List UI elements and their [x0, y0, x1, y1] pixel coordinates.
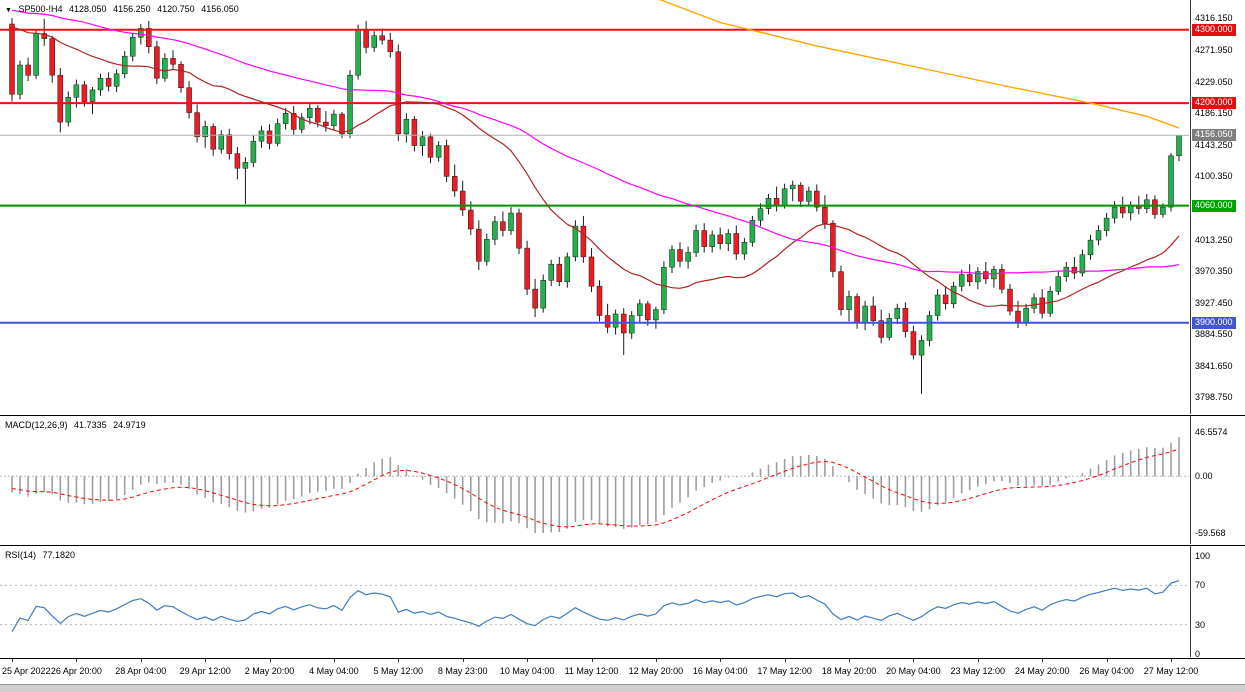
time-axis-tick	[977, 659, 979, 662]
time-axis-label: 23 May 12:00	[950, 666, 1006, 676]
time-axis-tick	[76, 659, 78, 662]
time-axis-label: 25 Apr 2022	[2, 666, 51, 676]
axis-tick-label: 30	[1195, 619, 1206, 630]
time-axis-label: 16 May 04:00	[692, 666, 748, 676]
axis-tick-label: 4100.350	[1195, 171, 1233, 182]
axis-tick-label: 4143.250	[1195, 139, 1233, 150]
macd-panel: 46.5574 0.00 -59.568 MACD(12,26,9) 41.7335…	[0, 416, 1245, 546]
time-axis-label: 2 May 20:00	[244, 666, 295, 676]
time-axis-label: 29 Apr 12:00	[179, 666, 231, 676]
ma-slow-line	[11, 9, 1180, 275]
window-bottom-strip	[0, 684, 1245, 692]
macd-canvas[interactable]	[0, 416, 1189, 545]
symbol-timeframe-label: SP500-!H4	[18, 4, 63, 14]
chart-readout: ▼ SP500-!H4 4128.050 4156.250 4120.750 4…	[5, 4, 243, 14]
ma-fast-line	[11, 26, 1180, 307]
time-axis-label: 26 May 04:00	[1079, 666, 1134, 676]
time-axis-label: 5 May 12:00	[373, 666, 424, 676]
readout-close: 4156.050	[201, 4, 239, 14]
time-axis-tick	[849, 659, 850, 662]
price-panel: 4316.150 4300.000 4271.950 4229.050 4200.000…	[0, 0, 1245, 416]
time-axis[interactable]: 25 Apr 2022 26 Apr 20:00 28 Apr 04:00 29 Ap…	[0, 659, 1245, 684]
time-axis-label: 28 Apr 04:00	[115, 666, 167, 676]
time-axis-label: 17 May 12:00	[757, 666, 812, 676]
time-axis-tick	[333, 659, 335, 662]
axis-tick-label: 70	[1195, 580, 1206, 591]
price-level-badge: 4060.000	[1192, 199, 1236, 212]
macd-histogram	[11, 437, 1180, 533]
macd-axis[interactable]: 46.5574 0.00 -59.568	[1190, 416, 1245, 544]
time-axis-label: 27 May 12:00	[1143, 666, 1199, 676]
time-axis-label: 24 May 20:00	[1014, 666, 1070, 676]
time-axis-tick	[205, 659, 207, 662]
time-axis-tick	[462, 659, 464, 662]
time-axis-tick	[140, 659, 142, 662]
axis-tick-label: 3970.350	[1195, 266, 1233, 277]
axis-tick-label: 3884.550	[1195, 329, 1233, 340]
time-axis-label: 18 May 20:00	[821, 666, 877, 676]
time-axis-label: 12 May 20:00	[628, 666, 684, 676]
macd-readout: MACD(12,26,9) 41.7335 24.9719	[5, 420, 150, 430]
readout-open: 4128.050	[69, 4, 107, 14]
time-axis-tick	[720, 659, 722, 662]
time-axis-label: 8 May 23:00	[437, 666, 488, 676]
time-axis-tick	[655, 659, 657, 662]
time-axis-tick	[527, 659, 529, 662]
price-level-badge: 4156.050	[1192, 129, 1236, 142]
rsi-value: 77.1820	[42, 550, 76, 560]
readout-high: 4156.250	[113, 4, 151, 14]
macd-value: 41.7335	[74, 420, 107, 430]
chart-collapse-icon[interactable]: ▼	[5, 7, 12, 14]
axis-tick-label: -59.568	[1195, 528, 1226, 538]
time-axis-tick	[1106, 659, 1108, 662]
price-chart-canvas[interactable]	[0, 0, 1189, 415]
axis-tick-label: 46.5574	[1195, 427, 1228, 437]
rsi-readout: RSI(14) 77.1820	[5, 550, 79, 560]
axis-tick-label: 3927.450	[1195, 297, 1233, 308]
rsi-line	[11, 580, 1180, 633]
rsi-canvas[interactable]	[0, 546, 1189, 658]
macd-signal-line	[11, 448, 1180, 528]
time-axis-tick	[591, 659, 593, 662]
time-axis-tick	[1171, 659, 1172, 662]
time-axis-tick	[12, 659, 13, 662]
axis-tick-label: 3798.750	[1195, 392, 1233, 402]
time-axis-tick	[269, 659, 271, 662]
axis-tick-label: 3841.650	[1195, 360, 1233, 371]
time-axis-label: 4 May 04:00	[309, 666, 359, 676]
readout-low: 4120.750	[157, 4, 195, 14]
ma-long-line	[658, 0, 1180, 129]
time-axis-label: 10 May 04:00	[499, 666, 555, 676]
rsi-axis[interactable]: 100 70 30 0	[1190, 546, 1245, 659]
time-axis-label: 20 May 04:00	[886, 666, 941, 676]
time-axis-tick	[398, 659, 400, 662]
price-level-badge: 4200.000	[1192, 97, 1236, 110]
time-axis-tick	[784, 659, 786, 662]
axis-tick-label: 0.00	[1195, 471, 1213, 482]
axis-tick-label: 4229.050	[1195, 76, 1233, 87]
axis-tick-label: 4271.950	[1195, 45, 1233, 56]
price-level-badge: 3900.000	[1192, 316, 1236, 329]
macd-signal-value: 24.9719	[113, 420, 146, 430]
time-axis-tick	[1042, 659, 1044, 662]
axis-tick-label: 0	[1195, 649, 1201, 659]
macd-indicator-name: MACD(12,26,9)	[5, 420, 68, 430]
price-axis[interactable]: 4316.150 4300.000 4271.950 4229.050 4200.000…	[1190, 0, 1245, 414]
axis-tick-label: 4013.250	[1195, 234, 1233, 245]
price-level-badge: 4300.000	[1192, 23, 1236, 36]
rsi-panel: 100 70 30 0 RSI(14) 77.1820	[0, 546, 1245, 659]
time-axis-tick	[913, 659, 915, 662]
axis-tick-label: 100	[1195, 551, 1211, 561]
axis-tick-label: 4186.150	[1195, 108, 1233, 119]
rsi-indicator-name: RSI(14)	[5, 550, 37, 560]
axis-tick-label: 4316.150	[1195, 13, 1233, 23]
time-axis-label: 26 Apr 20:00	[50, 666, 102, 676]
time-axis-label: 11 May 12:00	[564, 666, 619, 676]
